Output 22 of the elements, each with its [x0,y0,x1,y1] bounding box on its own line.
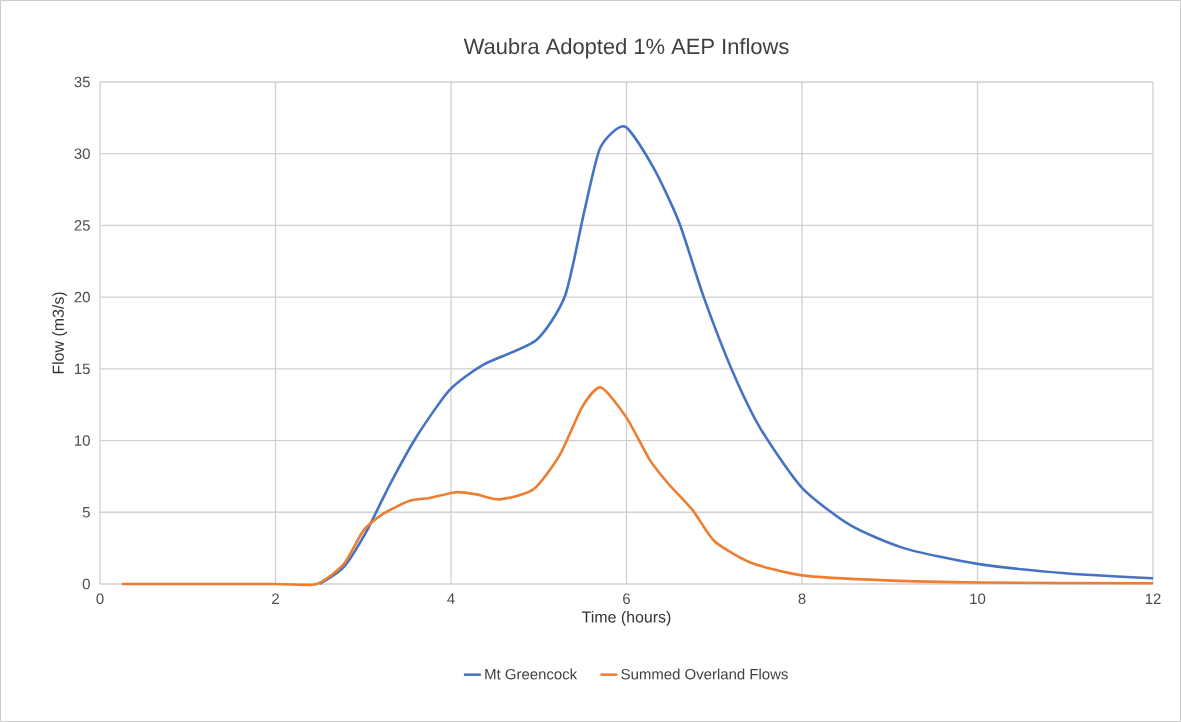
legend-label: Mt Greencock [485,668,578,680]
line-series [318,125,1155,586]
y-tick-label: 25 [74,220,90,231]
x-tick-label: 6 [623,593,631,605]
y-tick-label: 0 [82,578,90,590]
chart-title: Waubra Adopted 1% AEP Inflows [463,38,789,59]
x-tick-label: 12 [1145,593,1161,604]
y-tick-label: 30 [74,148,90,159]
x-tick-label: 8 [798,593,806,605]
y-axis-title: Flow (m3/s) [52,292,68,374]
y-tick-label: 5 [82,507,90,518]
x-tick-label: 10 [970,593,986,605]
y-tick-label: 15 [75,363,90,375]
line-series [120,386,1155,587]
y-tick-label: 10 [75,435,90,446]
x-tick-label: 4 [447,593,455,604]
legend-label: Summed Overland Flows [621,668,788,680]
x-tick-label: 0 [96,593,104,605]
y-tick-label: 35 [74,76,90,88]
y-tick-label: 20 [74,291,90,303]
x-axis-title: Time (hours) [581,610,671,626]
x-tick-label: 2 [272,593,279,604]
